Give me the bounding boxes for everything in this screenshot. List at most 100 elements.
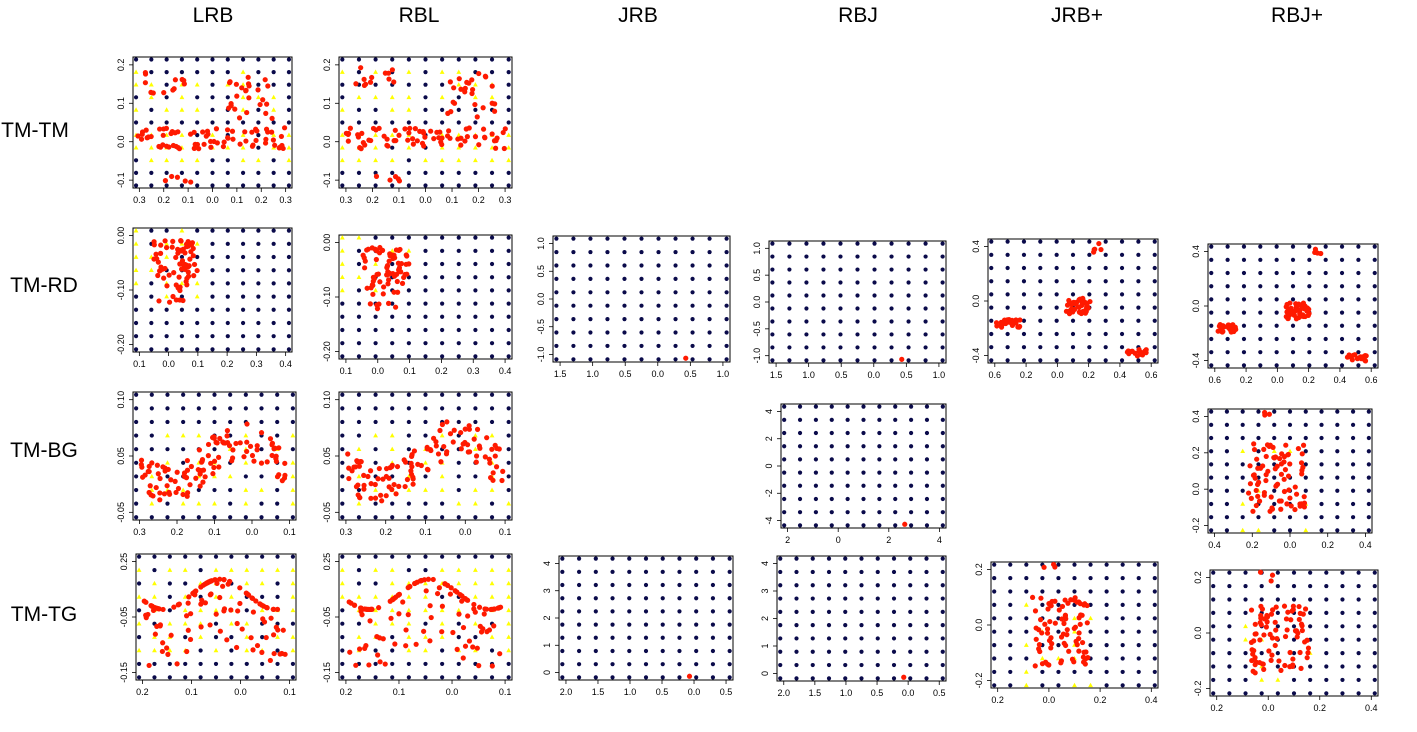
grid-node <box>1021 292 1027 297</box>
data-point <box>1258 622 1264 628</box>
grid-node <box>240 120 246 125</box>
data-point <box>1271 455 1277 461</box>
activated-node <box>389 580 395 586</box>
grid-node <box>1008 589 1013 594</box>
data-point <box>213 611 219 617</box>
grid-node <box>136 675 142 680</box>
grid-node <box>588 263 593 268</box>
grid-node <box>1240 462 1245 467</box>
data-point <box>172 77 178 83</box>
grid-node <box>610 675 615 680</box>
grid-node <box>210 241 215 246</box>
x-tick-label: 1.5 <box>554 369 567 379</box>
grid-node <box>149 419 154 425</box>
grid-node <box>622 290 627 295</box>
grid-node <box>149 170 154 175</box>
activated-node <box>179 228 185 233</box>
activated-node <box>489 157 495 163</box>
grid-node <box>908 444 914 449</box>
grid-node <box>1307 336 1312 342</box>
activated-node <box>275 634 280 639</box>
grid-node <box>406 301 411 306</box>
grid-node <box>859 623 864 628</box>
grid-node <box>656 236 661 241</box>
data-point <box>246 95 252 101</box>
data-point <box>489 446 495 452</box>
grid-node <box>1350 462 1356 467</box>
grid-node <box>639 236 644 241</box>
grid-node <box>240 334 246 339</box>
grid-node <box>1319 475 1324 480</box>
grid-node <box>286 70 292 75</box>
data-point <box>409 136 416 142</box>
scatter-panel-tm-rd-lrb: 0.1 0.0 0.1 0.2 0.3 0.40.00-0.10-0.20 <box>116 227 293 369</box>
grid-node <box>656 343 661 349</box>
grid-node <box>390 501 395 506</box>
grid-node <box>340 474 345 479</box>
grid-node <box>690 263 695 268</box>
activated-node <box>423 460 428 465</box>
data-point <box>488 606 494 613</box>
grid-node <box>1040 683 1045 688</box>
grid-node <box>1340 664 1345 669</box>
data-point <box>458 86 464 92</box>
activated-node <box>152 647 157 653</box>
data-point <box>237 585 243 591</box>
grid-node <box>1290 257 1296 262</box>
activated-node <box>356 594 362 599</box>
activated-node <box>259 580 265 586</box>
grid-node <box>473 554 478 559</box>
grid-node <box>690 317 695 322</box>
y-tick-label: 0.10 <box>322 391 332 409</box>
activated-node <box>194 293 200 299</box>
activated-node <box>473 145 478 150</box>
grid-node <box>1056 575 1061 581</box>
data-point <box>491 623 497 629</box>
grid-node <box>259 419 264 425</box>
grid-node <box>1340 624 1345 629</box>
data-point <box>364 247 370 253</box>
grid-node <box>1308 597 1313 602</box>
grid-node <box>627 662 632 667</box>
data-point <box>241 454 247 460</box>
data-point <box>1263 624 1269 630</box>
grid-node <box>506 392 511 397</box>
grid-node <box>1319 488 1324 493</box>
grid-node <box>861 404 866 409</box>
grid-node <box>1356 363 1361 368</box>
grid-node <box>406 158 411 163</box>
grid-node <box>423 327 428 333</box>
grid-node <box>724 263 729 268</box>
grid-node <box>240 241 246 246</box>
y-tick-label: 3 <box>760 588 770 593</box>
grid-node <box>794 623 799 628</box>
grid-node <box>489 248 495 253</box>
grid-node <box>1339 297 1345 302</box>
grid-node <box>1021 265 1027 271</box>
data-point <box>480 626 486 632</box>
grid-node <box>1087 265 1092 271</box>
grid-node <box>210 281 215 286</box>
grid-node <box>673 343 678 349</box>
grid-node <box>198 661 203 667</box>
grid-node <box>1241 297 1247 302</box>
data-point <box>405 612 411 618</box>
grid-node <box>875 556 880 561</box>
grid-node <box>164 70 169 75</box>
grid-node <box>456 392 461 397</box>
data-point <box>161 275 167 281</box>
grid-node <box>1209 323 1214 328</box>
grid-node <box>639 330 644 335</box>
data-point <box>229 458 235 464</box>
grid-node <box>340 648 345 653</box>
data-point <box>386 277 392 283</box>
grid-node <box>727 582 732 588</box>
data-point <box>198 601 204 607</box>
grid-node <box>923 293 928 298</box>
data-point <box>1253 631 1259 637</box>
activated-node <box>373 287 378 293</box>
grid-node <box>473 275 478 280</box>
grid-node <box>1120 589 1125 594</box>
scatter-panel-tm-rd-jrb-plus: 0.6 0.2 0.0 0.2 0.4 0.60.40.0-0.4 <box>971 238 1159 380</box>
grid-node <box>225 268 230 273</box>
